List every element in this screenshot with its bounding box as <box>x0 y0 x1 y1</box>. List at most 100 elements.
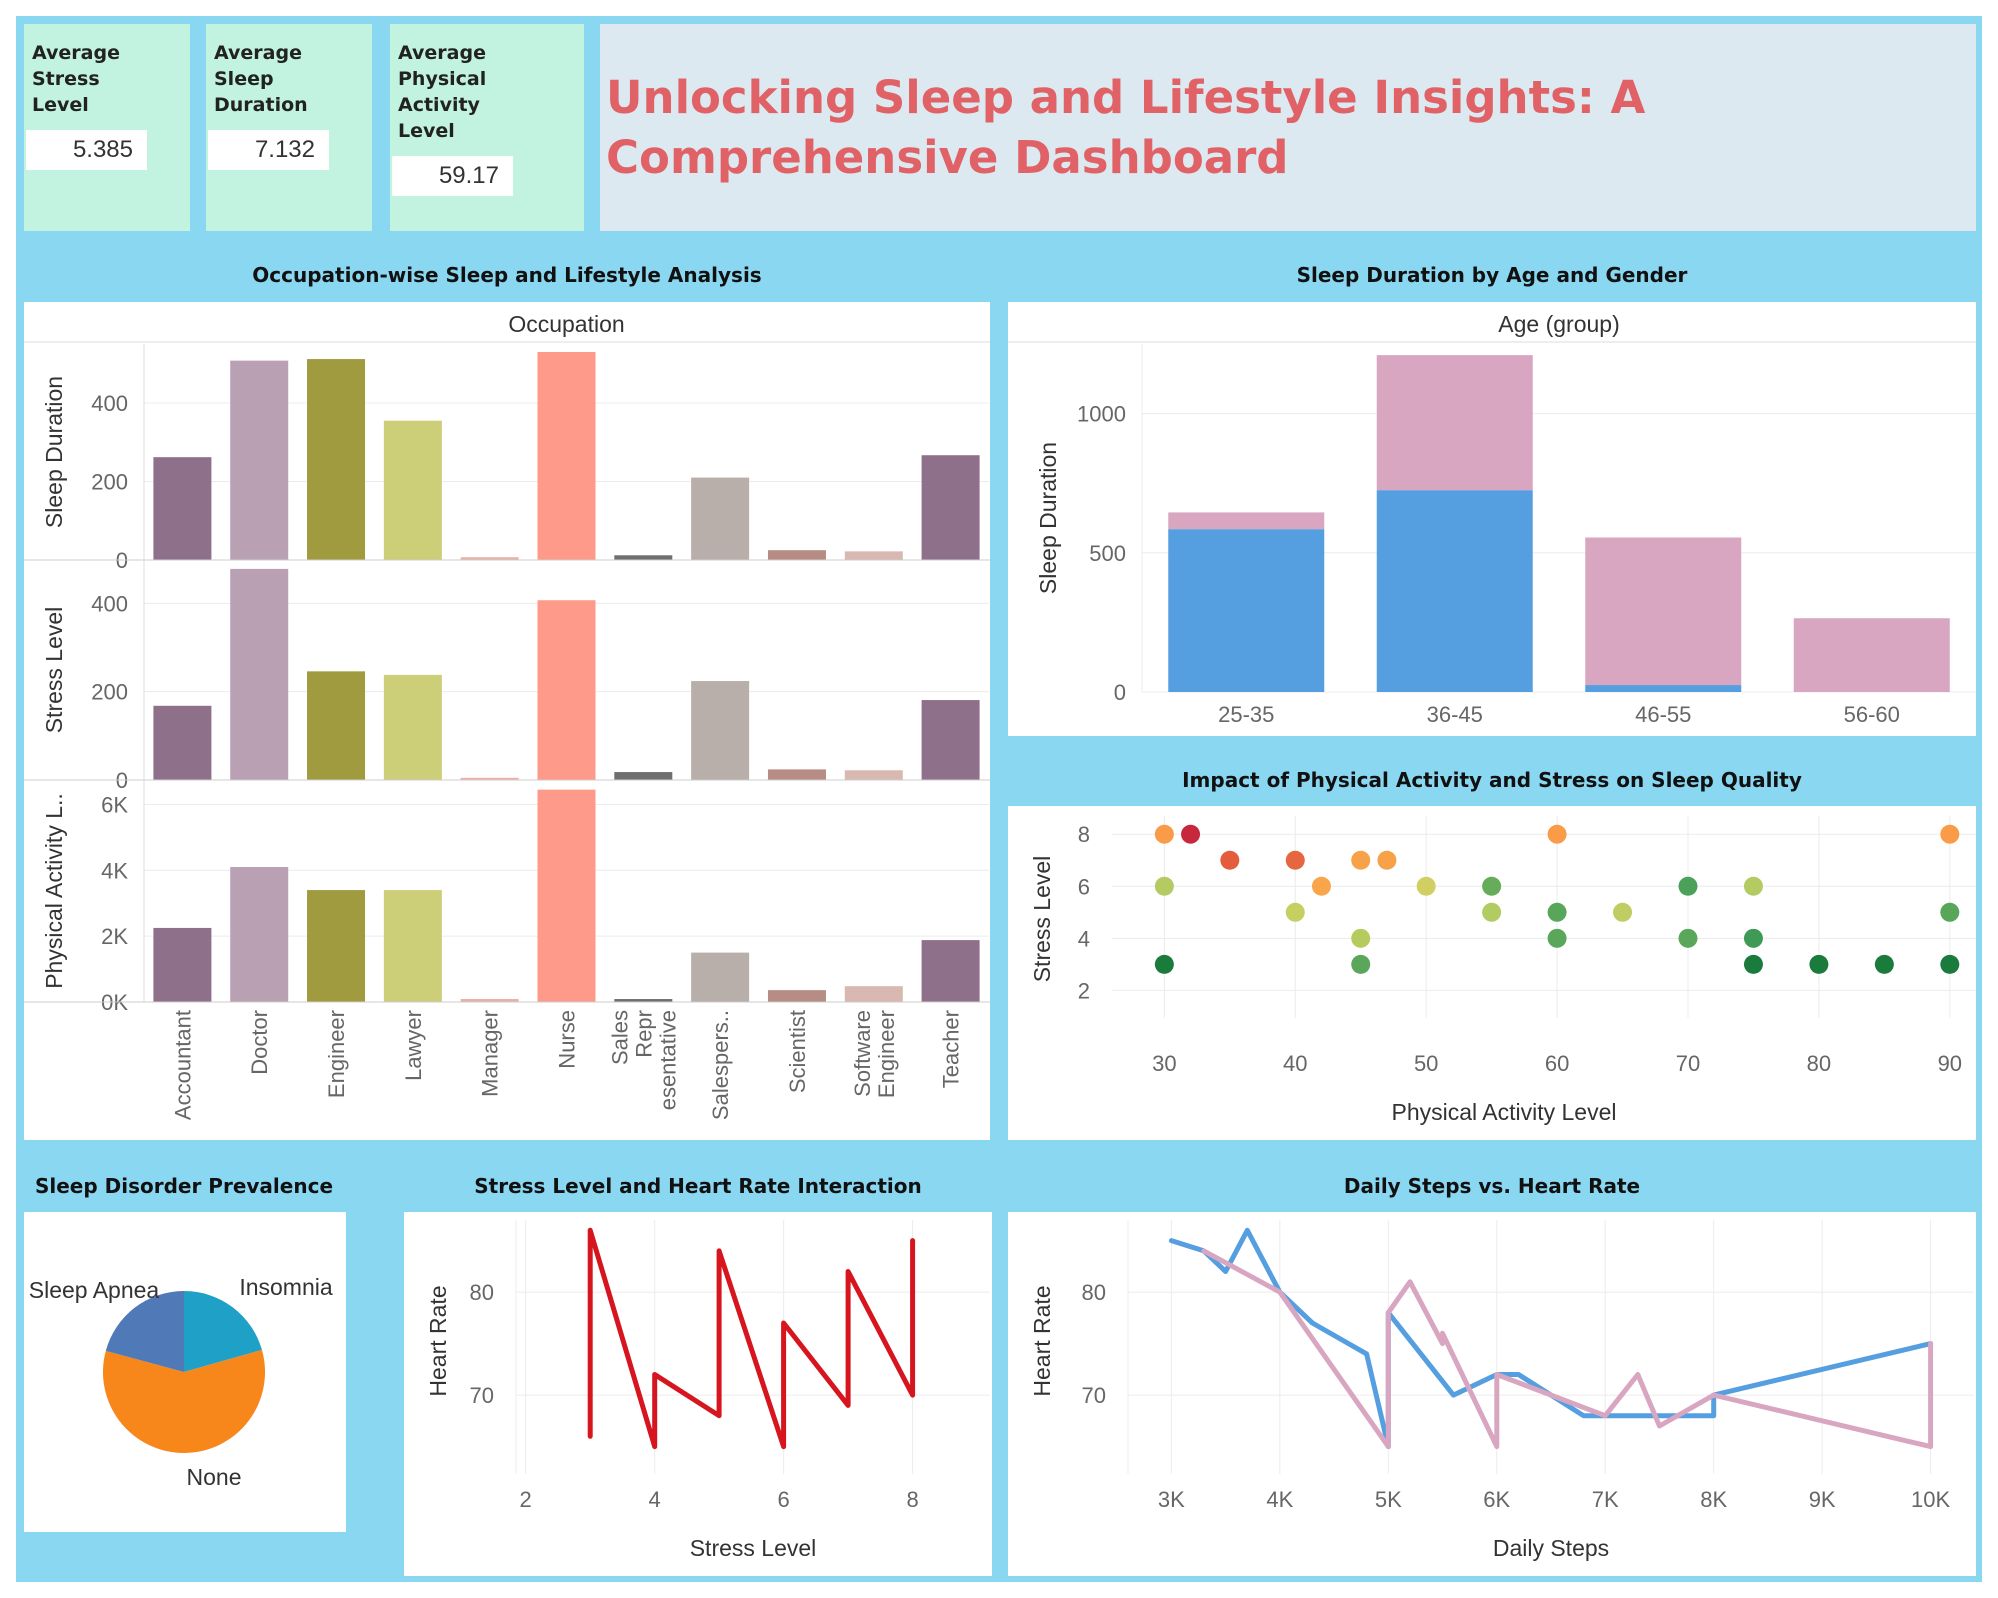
x-tick-label: Nurse <box>555 1010 580 1069</box>
y-tick-label: 2K <box>101 924 128 949</box>
scatter-point <box>1547 824 1567 844</box>
x-tick-label-part: Doctor <box>247 1010 272 1075</box>
kpi-value-stress: 5.385 <box>26 130 147 170</box>
bar-software-engineer <box>844 551 903 560</box>
scatter-point <box>1416 876 1436 896</box>
x-tick-label: 60 <box>1545 1051 1569 1076</box>
bar-lawyer <box>383 674 442 780</box>
scatter-point <box>1743 928 1763 948</box>
bar-segment-25-35 <box>1168 512 1325 530</box>
kpi-label-sleep-duration: Average Sleep Duration <box>214 40 308 118</box>
y-axis-label: Stress Level <box>1029 856 1055 983</box>
kpi-label-line: Average <box>214 42 302 64</box>
scatter-point <box>1482 876 1502 896</box>
y-tick-label: 0 <box>1114 680 1126 705</box>
bar-segment-46-55 <box>1585 685 1742 692</box>
bar-segment-25-35 <box>1168 529 1325 692</box>
disorder-pie-chart: Insomnia None Sleep Apnea <box>29 1274 333 1490</box>
pie-label: None <box>187 1464 242 1490</box>
stress-hr-line-chart: 70 80 2 4 6 8 Stress Level Heart Rate <box>425 1220 990 1561</box>
bar-scientist <box>767 550 826 560</box>
bar-lawyer <box>383 420 442 560</box>
kpi-label-line: Average <box>398 42 486 64</box>
x-tick-label: 10K <box>1911 1487 1950 1512</box>
kpi-card-sleep-duration: Average Sleep Duration 7.132 <box>206 24 372 231</box>
x-tick-label: Lawyer <box>401 1010 426 1081</box>
x-tick-label: SalesRepresentative <box>607 1010 680 1110</box>
x-tick-label: 7K <box>1592 1487 1619 1512</box>
x-tick-label: 70 <box>1676 1051 1700 1076</box>
x-tick-label: 46-55 <box>1635 702 1691 727</box>
scatter-point <box>1743 954 1763 974</box>
x-tick-label-part: Sales <box>607 1010 632 1065</box>
x-tick-label: 6K <box>1483 1487 1510 1512</box>
y-axis-label: Sleep Duration <box>1035 442 1061 594</box>
x-tick-label: Accountant <box>170 1010 195 1120</box>
section-title-stress-hr: Stress Level and Heart Rate Interaction <box>474 1174 922 1198</box>
scatter-point <box>1154 876 1174 896</box>
bar-scientist <box>767 769 826 780</box>
x-tick-label-part: Nurse <box>555 1010 580 1069</box>
x-tick-label: 9K <box>1809 1487 1836 1512</box>
kpi-label-activity: Average Physical Activity Level <box>398 40 486 144</box>
y-axis-label: Stress Level <box>41 607 67 734</box>
bar-lawyer <box>383 890 442 1002</box>
bar-sales-representative <box>614 999 673 1002</box>
dashboard-title: Unlocking Sleep and Lifestyle Insights: … <box>606 71 1646 184</box>
scatter-point <box>1154 954 1174 974</box>
age-gender-chart: Age (group) 0 500 1000 Sleep Duration 25-35 36… <box>1008 311 1976 727</box>
bar-segment-56-60 <box>1793 618 1950 692</box>
bar-segment-36-45 <box>1376 355 1533 491</box>
line-series <box>1168 1227 1934 1450</box>
x-tick-label-part: Lawyer <box>401 1010 426 1081</box>
kpi-card-activity: Average Physical Activity Level 59.17 <box>390 24 584 231</box>
y-tick-label: 8 <box>1078 822 1090 847</box>
kpi-card-stress: Average Stress Level 5.385 <box>24 24 190 231</box>
scatter-point <box>1547 928 1567 948</box>
x-tick-label-part: Engineer <box>874 1010 899 1098</box>
x-tick-label: 30 <box>1152 1051 1176 1076</box>
x-tick-label: Scientist <box>785 1010 810 1093</box>
x-tick-label: 8 <box>906 1487 918 1512</box>
x-tick-label: Manager <box>478 1010 503 1097</box>
bar-salesperson <box>691 681 750 780</box>
occupation-header: Occupation <box>508 311 624 337</box>
x-tick-label: 50 <box>1414 1051 1438 1076</box>
scatter-point <box>1285 850 1305 870</box>
pie-label: Sleep Apnea <box>29 1277 160 1303</box>
steps-hr-panel: 70 80 3K 4K 5K 6K 7K 8K 9K 10K Daily Steps Heart Ra… <box>1008 1212 1976 1576</box>
pie-label: Insomnia <box>239 1274 333 1300</box>
scatter-point <box>1613 902 1633 922</box>
x-tick-label: 40 <box>1283 1051 1307 1076</box>
scatter-point <box>1678 876 1698 896</box>
bar-scientist <box>767 990 826 1002</box>
scatter-point <box>1940 902 1960 922</box>
kpi-label-line: Physical <box>398 68 487 90</box>
x-tick-label: 3K <box>1158 1487 1185 1512</box>
section-title-occupation: Occupation-wise Sleep and Lifestyle Anal… <box>252 263 762 287</box>
bar-software-engineer <box>844 770 903 780</box>
scatter-point <box>1377 850 1397 870</box>
kpi-label-line: Sleep <box>214 68 274 90</box>
bar-engineer <box>307 671 366 780</box>
kpi-label-stress: Average Stress Level <box>32 40 120 118</box>
stress-hr-panel: 70 80 2 4 6 8 Stress Level Heart Rate <box>404 1212 992 1576</box>
bar-teacher <box>921 940 980 1002</box>
y-tick-label: 200 <box>91 470 128 495</box>
kpi-label-line: Level <box>398 120 455 142</box>
y-axis-label: Physical Activity L.. <box>41 793 67 989</box>
y-tick-label: 400 <box>91 391 128 416</box>
bar-nurse <box>537 352 596 560</box>
line-series <box>1201 1248 1934 1450</box>
x-tick-label-part: Scientist <box>785 1010 810 1093</box>
scatter-point <box>1181 824 1201 844</box>
bar-teacher <box>921 455 980 560</box>
x-tick-label-part: esentative <box>655 1010 680 1110</box>
x-tick-label-part: Engineer <box>324 1010 349 1098</box>
y-tick-label: 200 <box>91 680 128 705</box>
scatter-point <box>1154 824 1174 844</box>
